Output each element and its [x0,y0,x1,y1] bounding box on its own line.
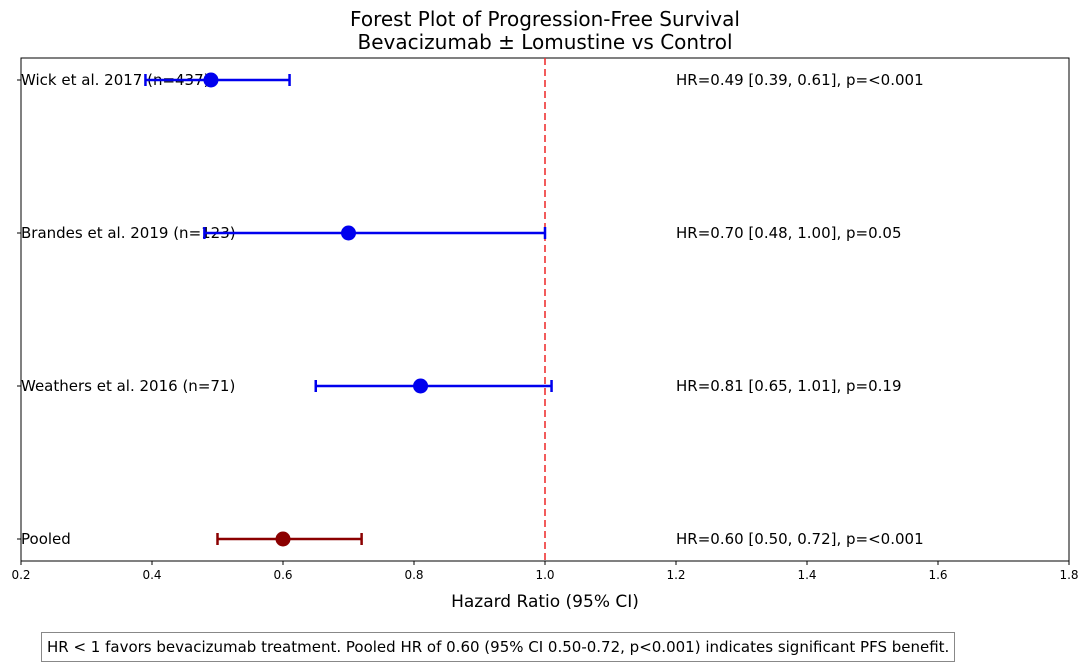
study-label: Wick et al. 2017 (n=437) [21,71,210,89]
study-label: Brandes et al. 2019 (n=123) [21,224,236,242]
study-label: Pooled [21,530,71,548]
hr-point [203,72,219,88]
x-tick-label: 0.8 [404,568,423,582]
footnote-box: HR < 1 favors bevacizumab treatment. Poo… [41,632,956,662]
x-axis-label: Hazard Ratio (95% CI) [451,592,639,612]
pooled-point [275,531,291,547]
study-label: Weathers et al. 2016 (n=71) [21,377,235,395]
chart-subtitle: Bevacizumab ± Lomustine vs Control [358,30,733,54]
x-tick-label: 1.2 [666,568,685,582]
x-tick-label: 1.4 [797,568,816,582]
x-tick-label: 0.4 [142,568,161,582]
hr-point [413,378,429,394]
x-tick-label: 1.0 [535,568,554,582]
x-tick-label: 1.8 [1059,568,1078,582]
hr-point [341,225,356,241]
footnote-text: HR < 1 favors bevacizumab treatment. Poo… [47,638,950,656]
plot-area [20,57,1070,562]
chart-title: Forest Plot of Progression-Free Survival [350,7,740,31]
x-tick-label: 0.6 [273,568,292,582]
hr-annotation: HR=0.81 [0.65, 1.01], p=0.19 [676,377,902,395]
x-tick-label: 0.2 [11,568,30,582]
x-tick-label: 1.6 [928,568,947,582]
hr-annotation: HR=0.70 [0.48, 1.00], p=0.05 [676,224,902,242]
hr-annotation: HR=0.49 [0.39, 0.61], p=<0.001 [676,71,924,89]
hr-annotation: HR=0.60 [0.50, 0.72], p=<0.001 [676,530,924,548]
